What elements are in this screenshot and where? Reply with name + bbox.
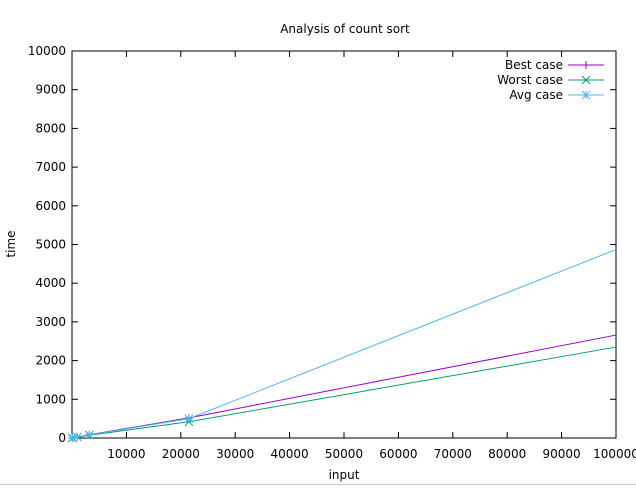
series-layer bbox=[67, 249, 617, 443]
legend-marker-best-case bbox=[582, 61, 590, 69]
x-tick-label: 30000 bbox=[216, 447, 254, 461]
x-axis-label: input bbox=[329, 468, 360, 482]
legend-label-best-case: Best case bbox=[505, 58, 563, 72]
y-axis-label: time bbox=[4, 230, 18, 257]
y-tick-label: 6000 bbox=[35, 199, 66, 213]
plot-border bbox=[71, 50, 617, 439]
y-tick-label: 7000 bbox=[35, 160, 66, 174]
y-tick-label: 9000 bbox=[35, 83, 66, 97]
y-tick-label: 4000 bbox=[35, 276, 66, 290]
avg-case-point bbox=[85, 430, 94, 440]
y-tick-label: 0 bbox=[58, 431, 66, 445]
legend-label-avg-case: Avg case bbox=[509, 88, 563, 102]
y-tick-label: 3000 bbox=[35, 315, 66, 329]
x-tick-label: 100000 bbox=[593, 447, 636, 461]
x-tick-label: 90000 bbox=[543, 447, 581, 461]
y-tick-label: 8000 bbox=[35, 121, 66, 135]
x-tick-label: 70000 bbox=[434, 447, 472, 461]
legend-marker-worst-case bbox=[581, 75, 591, 85]
best-case-line bbox=[71, 334, 617, 439]
x-tick-label: 10000 bbox=[107, 447, 145, 461]
x-tick-label: 40000 bbox=[271, 447, 309, 461]
window-bottom-border bbox=[0, 484, 636, 485]
x-tick-label: 80000 bbox=[488, 447, 526, 461]
y-tick-label: 2000 bbox=[35, 354, 66, 368]
x-tick-label: 20000 bbox=[162, 447, 200, 461]
avg-case-line bbox=[71, 249, 617, 439]
legend-label-worst-case: Worst case bbox=[497, 73, 563, 87]
avg-case-point bbox=[184, 414, 194, 424]
x-tick-label: 50000 bbox=[325, 447, 363, 461]
y-tick-label: 5000 bbox=[35, 238, 66, 252]
y-tick-label: 10000 bbox=[28, 44, 66, 58]
legend-marker-avg-case bbox=[581, 90, 591, 100]
axes: 0 1000 2000 3000 4000 5000 6000 7000 8000 9000 100… bbox=[28, 44, 636, 461]
avg-case-point bbox=[73, 432, 82, 442]
x-tick-label: 60000 bbox=[379, 447, 417, 461]
y-tick-label: 1000 bbox=[35, 392, 66, 406]
chart-title: Analysis of count sort bbox=[280, 22, 410, 36]
